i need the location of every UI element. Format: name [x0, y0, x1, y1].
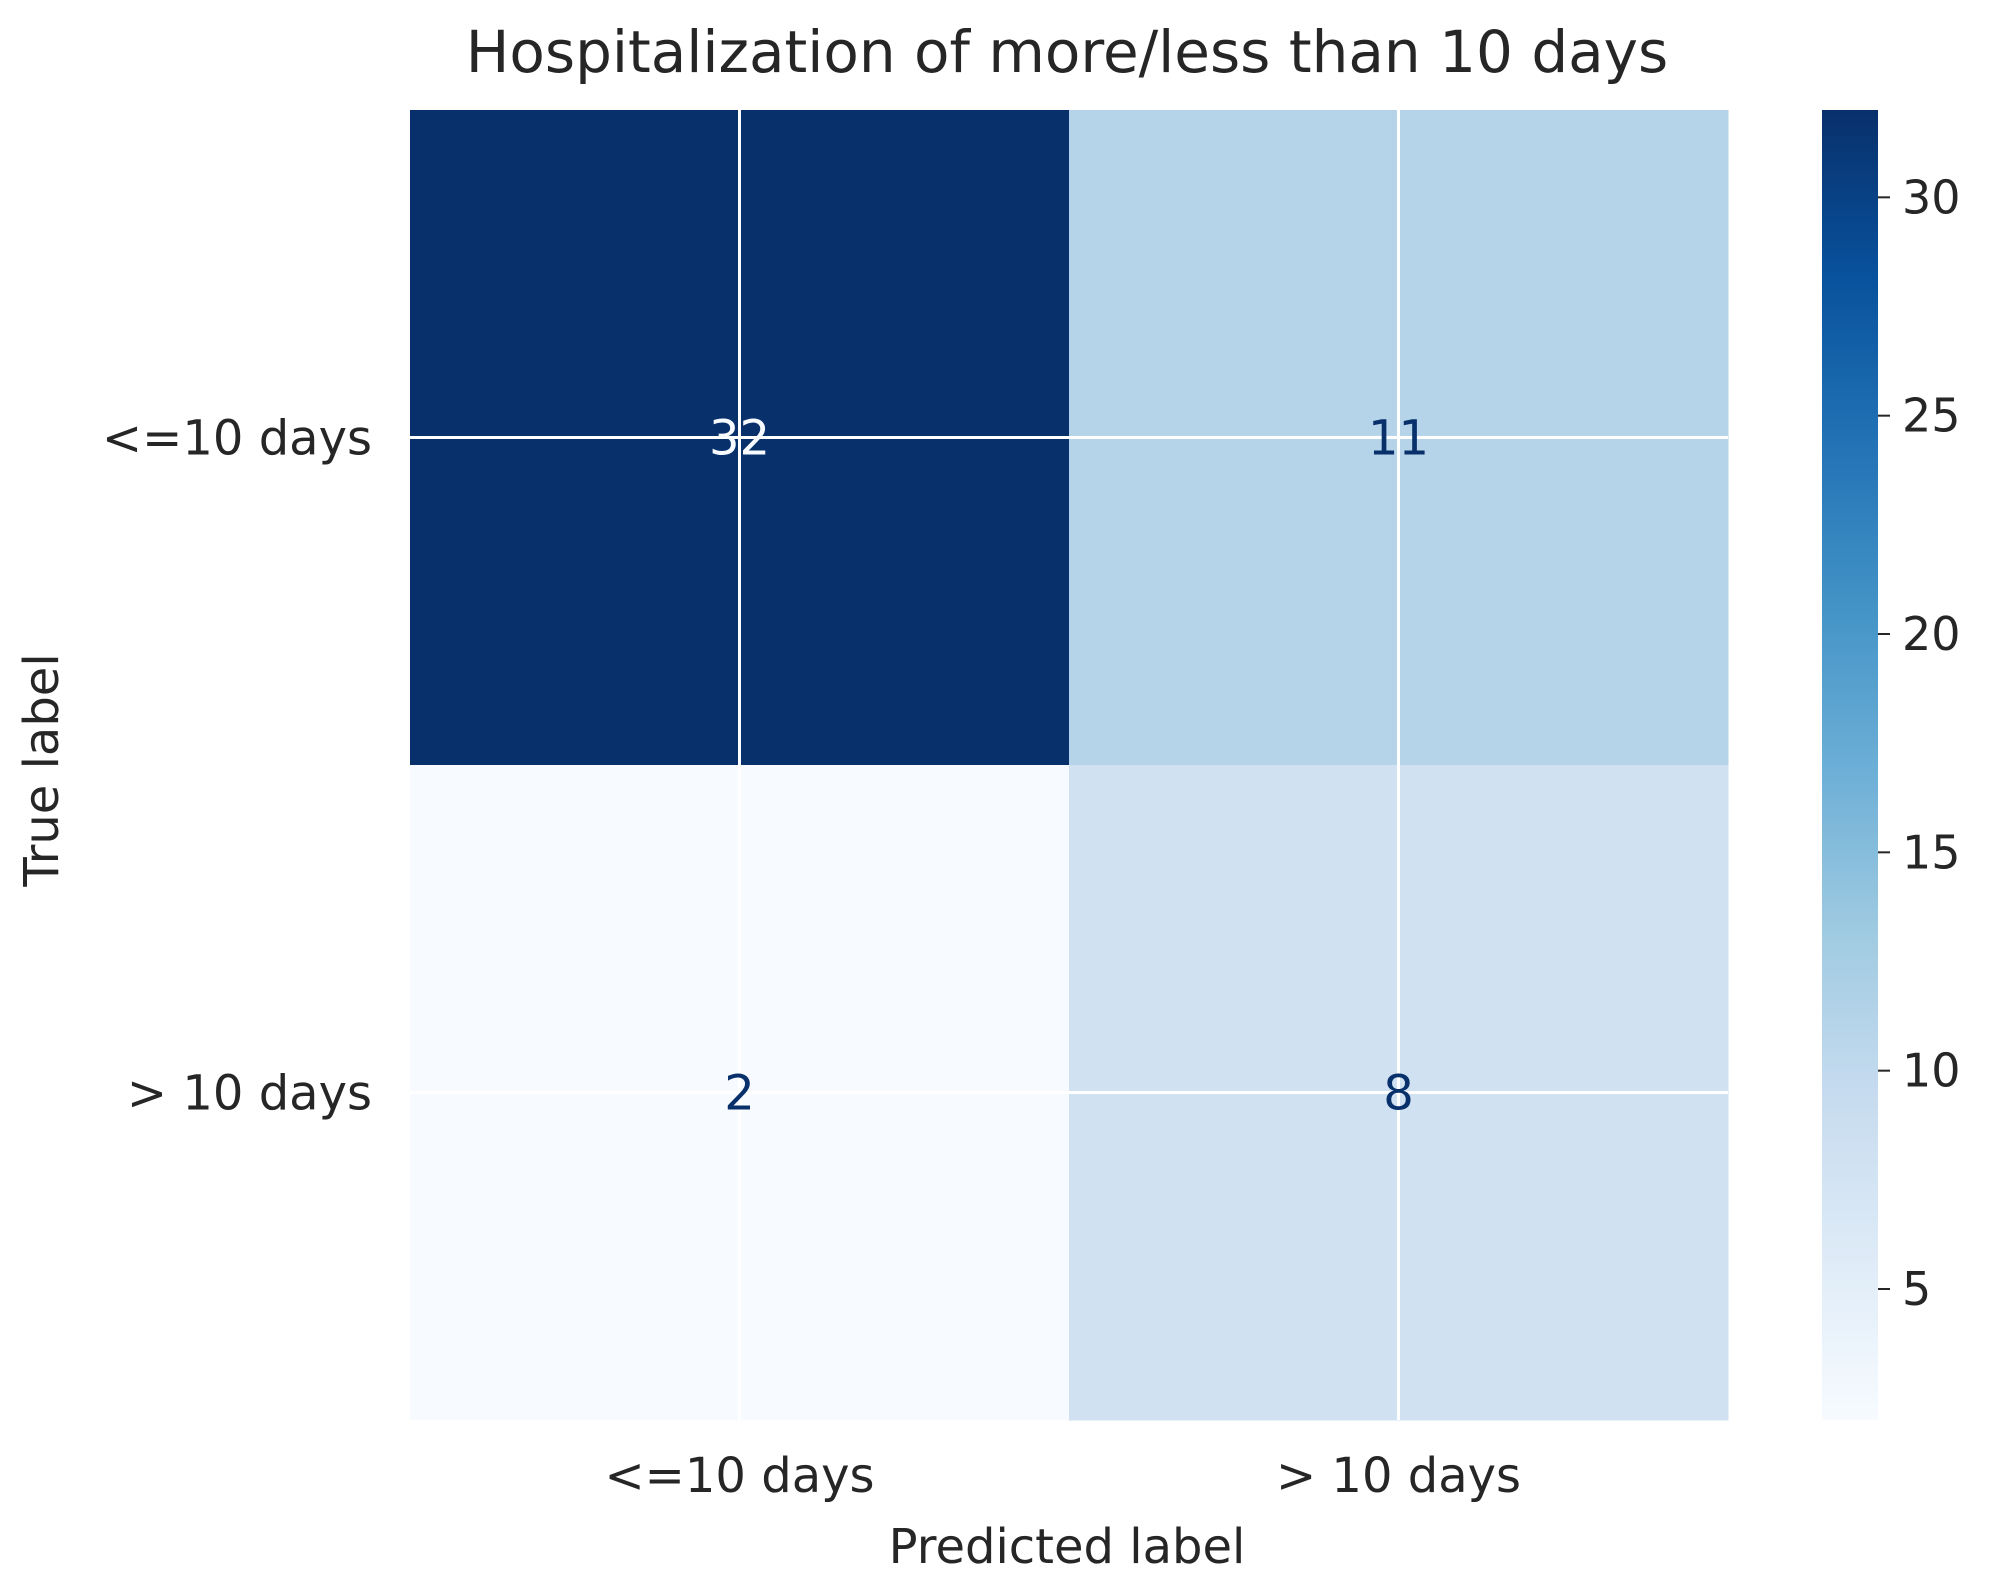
y-axis-label: True label: [14, 653, 70, 887]
y-tick-label-0: <=10 days: [102, 411, 372, 467]
y-axis-ticks: <=10 days > 10 days: [102, 411, 372, 1122]
chart-title: Hospitalization of more/less than 10 day…: [466, 18, 1668, 86]
x-axis-label: Predicted label: [889, 1519, 1246, 1575]
colorbar-tick-label-1: 10: [1902, 1044, 1961, 1098]
colorbar-tick-label-2: 15: [1902, 825, 1961, 879]
colorbar-tick-label-5: 30: [1902, 170, 1961, 224]
y-tick-label-1: > 10 days: [127, 1066, 372, 1122]
colorbar-tick-label-0: 5: [1902, 1262, 1931, 1316]
cell-value-label-r1-c0: 2: [724, 1066, 755, 1122]
x-tick-label-1: > 10 days: [1276, 1448, 1521, 1504]
x-axis-ticks: <=10 days > 10 days: [604, 1448, 1521, 1504]
heatmap-grid: [410, 110, 1728, 1420]
colorbar: [1822, 110, 1878, 1420]
cell-value-label-r0-c0: 32: [709, 411, 770, 467]
x-tick-label-0: <=10 days: [604, 1448, 874, 1504]
cell-value-label-r1-c1: 8: [1383, 1066, 1414, 1122]
heatmap-cells: [410, 110, 1729, 1421]
colorbar-tick-label-4: 25: [1902, 389, 1961, 443]
colorbar-tick-label-3: 20: [1902, 607, 1961, 661]
colorbar-ticks: 5 10 15 20 25 30: [1878, 170, 1961, 1316]
cell-value-label-r0-c1: 11: [1368, 411, 1429, 467]
heatmap-cell-labels: 32 11 2 8: [709, 411, 1429, 1122]
